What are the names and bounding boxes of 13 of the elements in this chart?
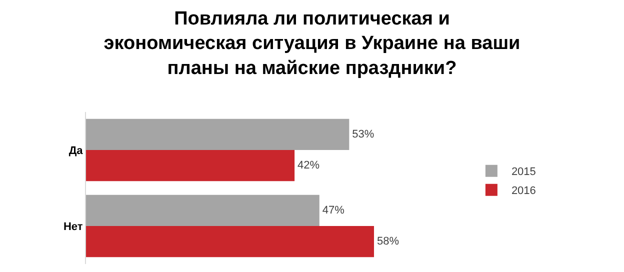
data-label: 58%: [377, 236, 400, 248]
y-tick-label: Нет: [63, 220, 84, 233]
bar: [86, 118, 350, 150]
legend-label: 2016: [511, 185, 536, 198]
bar: [86, 226, 374, 258]
y-tick-label: Да: [68, 144, 84, 157]
data-label: 42%: [298, 160, 320, 172]
chart-title: Повлияла ли политическая и экономическая ситуация в Украине на ваши планы на майские праздники?: [104, 8, 520, 79]
data-label: 53%: [352, 128, 374, 140]
bar: [86, 150, 295, 182]
bar: [86, 194, 320, 226]
data-label: 47%: [322, 204, 345, 216]
legend-label: 2015: [511, 166, 536, 178]
